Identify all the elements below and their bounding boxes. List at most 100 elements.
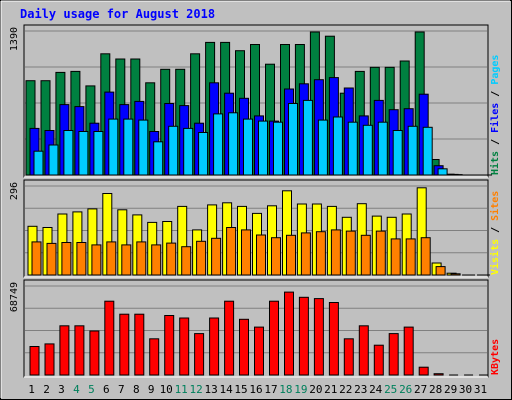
bar-sites [360, 234, 371, 276]
bar-sites [241, 229, 251, 276]
bar-sites [315, 231, 326, 276]
bar-kbytes [224, 300, 235, 376]
x-tick-label: 19 [294, 383, 307, 396]
bar-pages [213, 113, 224, 176]
legend: KBytes [490, 339, 501, 375]
bar-sites [61, 242, 72, 276]
bar-sites [46, 242, 57, 276]
bar-kbytes [29, 346, 40, 376]
bar-sites [106, 241, 117, 276]
bar-kbytes [89, 330, 100, 376]
bar-sites [375, 230, 386, 276]
bar-sites [271, 237, 281, 276]
legend-separator: / [490, 133, 501, 151]
panel-3: 68749 KBytes [9, 279, 501, 378]
bar-pages [183, 127, 194, 176]
y-max-label: 1390 [9, 27, 20, 51]
bar-kbytes [418, 366, 429, 376]
x-tick-label: 31 [474, 383, 487, 396]
x-tick-label: 10 [160, 383, 173, 396]
bar-sites [420, 237, 431, 276]
bar-kbytes [59, 325, 70, 376]
chart-title: Daily usage for August 2018 [20, 7, 215, 21]
bar-pages [288, 103, 298, 176]
bar-pages [63, 130, 74, 176]
bar-sites [211, 237, 222, 276]
bar-pages [108, 118, 119, 176]
bar-pages [362, 124, 373, 176]
bar-sites [330, 229, 341, 276]
y-max-label: 296 [9, 182, 20, 200]
bar-sites [181, 246, 192, 276]
bar-pages [422, 126, 433, 176]
bar-sites [286, 234, 296, 276]
bar-kbytes [194, 333, 205, 376]
bar-pages [123, 118, 134, 176]
x-tick-label: 28 [429, 383, 442, 396]
bar-kbytes [403, 326, 414, 376]
x-tick-label: 14 [219, 383, 233, 396]
bar-pages [198, 132, 209, 176]
bar-pages [168, 125, 179, 176]
legend-item-kbytes: KBytes [490, 339, 501, 375]
bar-kbytes [179, 317, 190, 376]
x-tick-label: 12 [189, 383, 202, 396]
legend-item-files: Files [489, 103, 501, 133]
bar-kbytes [149, 338, 160, 376]
legend-separator: / [490, 221, 501, 239]
bar-sites [31, 241, 42, 276]
x-tick-label: 16 [249, 383, 262, 396]
bar-pages [153, 141, 164, 176]
x-tick-label: 20 [309, 383, 322, 396]
panel-1: 1390 Hits / Files / Pages [9, 24, 501, 178]
bar-sites [91, 244, 102, 276]
bar-sites [76, 242, 87, 276]
bar-sites [166, 242, 177, 276]
x-tick-label: 23 [354, 383, 367, 396]
bar-pages [48, 144, 59, 176]
x-tick-label: 17 [264, 383, 277, 396]
x-tick-label: 29 [444, 383, 457, 396]
bar-sites [121, 244, 132, 276]
bar-pages [317, 119, 328, 176]
bar-sites [136, 241, 147, 276]
bar-kbytes [358, 325, 369, 376]
y-max-label: 68749 [9, 282, 20, 312]
x-tick-label: 8 [133, 383, 140, 396]
x-tick-label: 3 [58, 383, 65, 396]
chart-panels: 1390 Hits / Files / Pages 296 Visits / Site… [9, 24, 501, 378]
bar-sites [151, 244, 162, 276]
bar-kbytes [343, 338, 354, 376]
bar-sites [256, 234, 266, 276]
bar-kbytes [239, 318, 249, 376]
bar-pages [377, 121, 388, 176]
legend-item-sites: Sites [489, 191, 501, 221]
bar-pages [302, 99, 313, 176]
bar-pages [243, 118, 253, 176]
x-tick-label: 24 [369, 383, 383, 396]
bar-kbytes [254, 326, 264, 376]
bar-kbytes [74, 325, 85, 376]
x-tick-label: 2 [43, 383, 50, 396]
bar-kbytes [328, 302, 339, 376]
x-tick-label: 27 [414, 383, 427, 396]
legend: Visits / Sites [489, 191, 501, 275]
x-tick-labels: 1 2 3 4 5 6 7 8 9 10 11 12 13 14 15 16 17 18 19 20 21 22 23 24 2… [28, 383, 487, 396]
bar-pages [93, 131, 104, 176]
bar-kbytes [269, 300, 279, 376]
bar-sites [390, 238, 401, 276]
bar-pages [138, 119, 149, 176]
bar-pages [392, 130, 403, 176]
x-tick-label: 15 [234, 383, 247, 396]
x-tick-label: 13 [204, 383, 217, 396]
x-tick-label: 26 [399, 383, 412, 396]
legend-item-hits: Hits [489, 151, 501, 175]
bar-sites [405, 238, 416, 276]
bar-kbytes [298, 296, 309, 376]
x-tick-label: 30 [459, 383, 472, 396]
bar-sites [226, 227, 237, 276]
bar-pages [228, 112, 239, 176]
x-tick-label: 4 [73, 383, 80, 396]
bar-sites [345, 230, 356, 276]
